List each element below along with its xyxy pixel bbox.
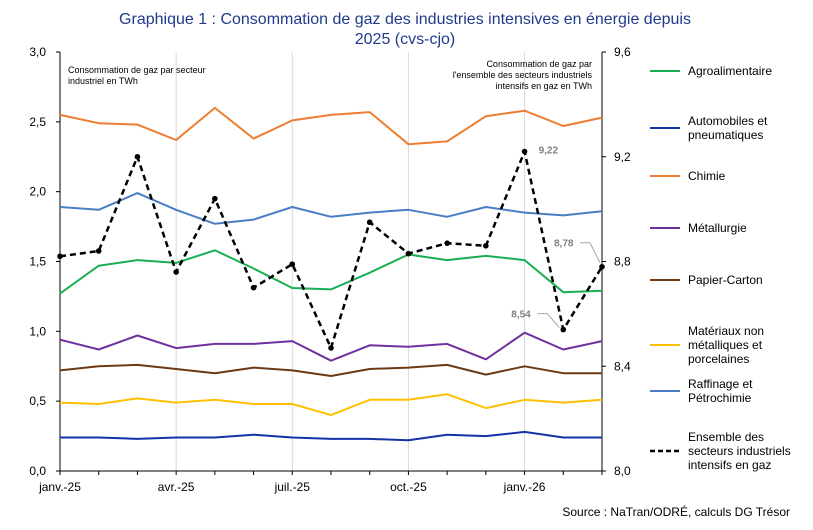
x-tick-label: janv.-26: [503, 480, 546, 494]
x-tick-label: juil.-25: [274, 480, 311, 494]
legend-label: porcelaines: [688, 352, 749, 366]
series-point-ensemble-des-secteurs-industriels-intensifs-en-gaz: [212, 195, 218, 202]
series-point-ensemble-des-secteurs-industriels-intensifs-en-gaz: [366, 219, 373, 226]
left-axis-note: industriel en TWh: [68, 76, 138, 86]
series-point-ensemble-des-secteurs-industriels-intensifs-en-gaz: [405, 250, 412, 257]
series-point-ensemble-des-secteurs-industriels-intensifs-en-gaz: [521, 148, 528, 155]
data-annotations: 9,22 8,78 8,54: [511, 146, 601, 328]
legend-label: Raffinage et: [688, 377, 753, 391]
series-point-ensemble-des-secteurs-industriels-intensifs-en-gaz: [173, 269, 179, 275]
series-point-ensemble-des-secteurs-industriels-intensifs-en-gaz: [483, 242, 489, 249]
series-line-materiaux-non-metalliques-et-porcelaines: [59, 393, 603, 417]
legend-label: Matériaux non: [688, 324, 764, 338]
source-note: Source : NaTran/ODRÉ, calculs DG Trésor: [562, 504, 790, 519]
legend-label: Papier-Carton: [688, 273, 763, 287]
leader-line: [580, 242, 601, 263]
chart-title-line-2: 2025 (cvs-cjo): [355, 31, 455, 48]
legend: Agroalimentaire Automobiles etpneumatique…: [650, 64, 791, 472]
y-left-tick-label: 1,0: [29, 324, 46, 338]
y-left-tick-label: 1,5: [29, 255, 46, 269]
right-axis-note: Consommation de gaz par: [486, 59, 592, 69]
y-right-tick-label: 8,0: [614, 464, 631, 478]
y-left-tick-label: 0,5: [29, 394, 46, 408]
right-axis-note: l'ensemble des secteurs industriels: [453, 70, 593, 80]
series-point-ensemble-des-secteurs-industriels-intensifs-en-gaz: [328, 345, 334, 351]
series-line-automobiles-et-pneumatiques: [60, 430, 602, 442]
y-right-tick-label: 8,8: [614, 255, 631, 269]
y-left-tick-label: 2,0: [29, 185, 46, 199]
legend-label: Agroalimentaire: [688, 64, 772, 78]
axis-notes: Consommation de gaz par secteurindustrie…: [68, 59, 592, 91]
series-lines: [57, 106, 605, 442]
chart-title-line-1: Graphique 1 : Consommation de gaz des in…: [119, 11, 691, 28]
y-left-tick-label: 0,0: [29, 464, 46, 478]
left-axis-note: Consommation de gaz par secteur: [68, 65, 206, 75]
y-right-tick-label: 8,4: [614, 359, 631, 373]
legend-label: Métallurgie: [688, 221, 747, 235]
series-point-ensemble-des-secteurs-industriels-intensifs-en-gaz: [134, 153, 141, 160]
legend-label: Automobiles et: [688, 114, 768, 128]
legend-label: secteurs industriels: [688, 444, 791, 458]
legend-label: pneumatiques: [688, 128, 763, 142]
series-line-papier-carton: [59, 363, 602, 377]
legend-label: intensifs en gaz: [688, 458, 771, 472]
x-tick-label: oct.-25: [390, 480, 427, 494]
axes: 0,0 0,5 1,0 1,5 2,0 2,5 3,0 8,0 8,4 8,8 9,2 9,6 janv…: [29, 45, 631, 494]
series-point-ensemble-des-secteurs-industriels-intensifs-en-gaz: [560, 326, 567, 333]
series-line-agroalimentaire: [59, 249, 603, 295]
series-line-chimie: [59, 106, 603, 146]
y-left-tick-label: 2,5: [29, 115, 46, 129]
series-point-ensemble-des-secteurs-industriels-intensifs-en-gaz: [250, 284, 257, 291]
x-tick-label: janv.-25: [38, 480, 81, 494]
y-right-tick-label: 9,2: [614, 150, 631, 164]
chart-title: Graphique 1 : Consommation de gaz des in…: [119, 11, 691, 48]
series-point-ensemble-des-secteurs-industriels-intensifs-en-gaz: [599, 263, 605, 270]
series-line-raffinage-et-petrochimie: [59, 192, 603, 225]
leader-line: [537, 313, 560, 328]
series-line-metallurgie: [59, 331, 603, 362]
data-label: 9,22: [539, 146, 559, 157]
y-left-tick-label: 3,0: [29, 45, 46, 59]
legend-label: Pétrochimie: [688, 391, 752, 405]
legend-label: métalliques et: [688, 338, 763, 352]
legend-label: Chimie: [688, 169, 726, 183]
right-axis-note: intensifs en gaz en TWh: [496, 81, 592, 91]
x-tick-label: avr.-25: [158, 480, 195, 494]
y-right-tick-label: 9,6: [614, 45, 631, 59]
series-point-ensemble-des-secteurs-industriels-intensifs-en-gaz: [57, 253, 63, 260]
data-label: 8,78: [554, 239, 574, 250]
legend-label: Ensemble des: [688, 430, 764, 444]
data-label: 8,54: [511, 310, 531, 321]
series-point-ensemble-des-secteurs-industriels-intensifs-en-gaz: [289, 261, 296, 267]
series-point-ensemble-des-secteurs-industriels-intensifs-en-gaz: [95, 248, 102, 254]
series-point-ensemble-des-secteurs-industriels-intensifs-en-gaz: [444, 240, 450, 246]
